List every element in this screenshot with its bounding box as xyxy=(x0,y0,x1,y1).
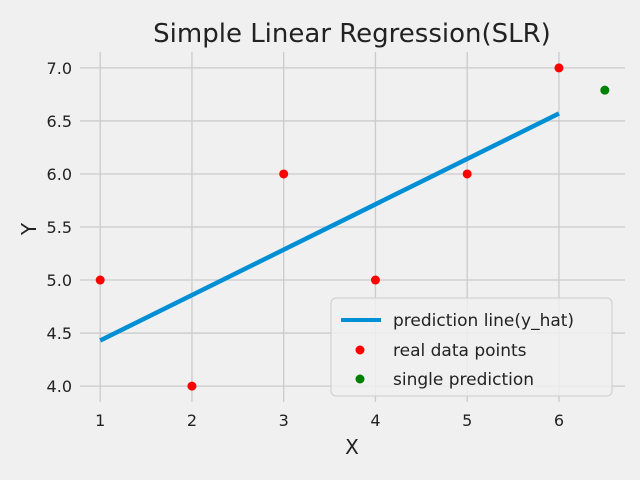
y-tick-label: 7.0 xyxy=(47,59,72,78)
tick-labels: 1 2 3 4 5 6 4.0 4.5 5.0 5.5 6.0 6.5 7.0 xyxy=(47,59,564,430)
x-tick-label: 6 xyxy=(554,411,564,430)
x-tick-label: 5 xyxy=(462,411,472,430)
real-data-point xyxy=(279,169,289,179)
legend-marker-real-data xyxy=(355,345,365,355)
real-data-point xyxy=(187,381,197,391)
chart-title: Simple Linear Regression(SLR) xyxy=(153,19,551,49)
series xyxy=(95,63,610,391)
x-tick-label: 3 xyxy=(279,411,289,430)
legend-frame xyxy=(330,297,613,397)
y-tick-label: 6.5 xyxy=(47,112,72,131)
real-data-point xyxy=(554,63,564,73)
y-tick-label: 4.0 xyxy=(47,377,72,396)
y-tick-label: 4.5 xyxy=(47,324,72,343)
legend-label-single-prediction: single prediction xyxy=(393,370,534,390)
x-tick-label: 2 xyxy=(187,411,197,430)
x-axis-label: X xyxy=(345,435,359,459)
y-tick-label: 5.0 xyxy=(47,271,72,290)
real-data-point xyxy=(462,169,472,179)
y-tick-label: 5.5 xyxy=(47,218,72,237)
prediction-line xyxy=(99,111,560,343)
legend: prediction line(y_hat) real data points … xyxy=(330,297,613,397)
legend-label-real-data: real data points xyxy=(393,341,527,361)
single-prediction-point xyxy=(600,85,610,95)
x-tick-label: 1 xyxy=(95,411,105,430)
legend-marker-single-prediction xyxy=(355,374,365,384)
legend-label-prediction-line: prediction line(y_hat) xyxy=(393,311,574,331)
x-tick-label: 4 xyxy=(370,411,380,430)
y-axis-label: Y xyxy=(17,222,41,236)
real-data-point xyxy=(95,275,105,285)
real-data-point xyxy=(370,275,380,285)
grid xyxy=(80,52,625,402)
y-tick-label: 6.0 xyxy=(47,165,72,184)
